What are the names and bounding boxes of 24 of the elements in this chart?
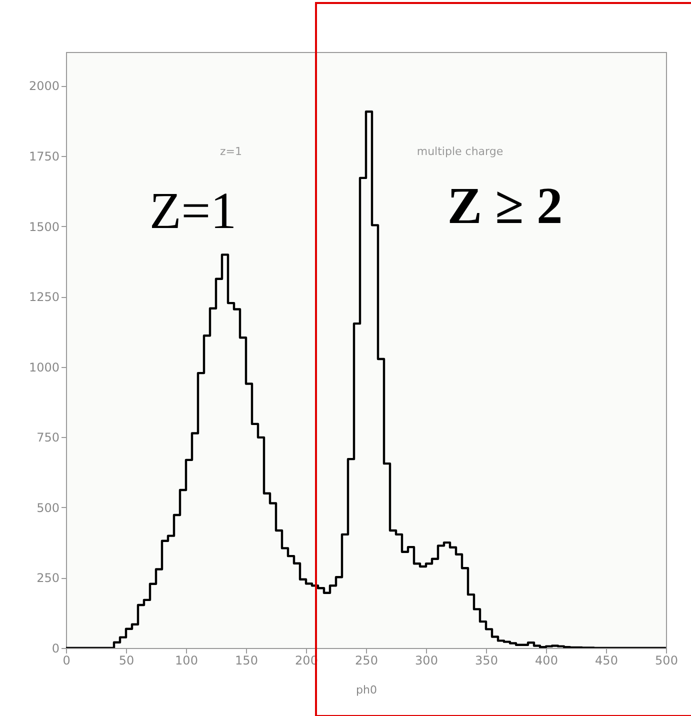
y-tick-label: 750	[36, 430, 60, 445]
y-tick-label: 2000	[28, 79, 60, 94]
x-axis-title: ph0	[356, 684, 377, 696]
y-tick-label: 1750	[28, 150, 60, 164]
x-tick-label: 400	[535, 654, 558, 668]
y-tick-label: 1000	[28, 360, 60, 374]
x-tick-label: 500	[655, 654, 678, 668]
x-tick-label: 450	[595, 654, 618, 668]
y-tick-label: 500	[36, 500, 60, 515]
annotation: z=1	[220, 145, 242, 158]
x-tick-label: 350	[475, 654, 498, 668]
y-tick-label: 1250	[28, 290, 60, 304]
x-tick-label: 100	[175, 654, 198, 668]
annotation: multiple charge	[416, 145, 504, 158]
annotation: Z=1	[149, 183, 237, 240]
annotation: Z ≥ 2	[447, 178, 563, 235]
x-tick-label: 50	[118, 654, 134, 668]
y-tick-label: 1500	[28, 220, 60, 234]
x-tick-label: 300	[415, 654, 438, 668]
x-tick-label: 150	[235, 654, 258, 668]
y-tick-label: 0	[52, 642, 60, 656]
y-tick-label: 250	[36, 571, 60, 586]
x-tick-label: 250	[355, 654, 378, 668]
x-tick-label: 0	[62, 654, 70, 668]
